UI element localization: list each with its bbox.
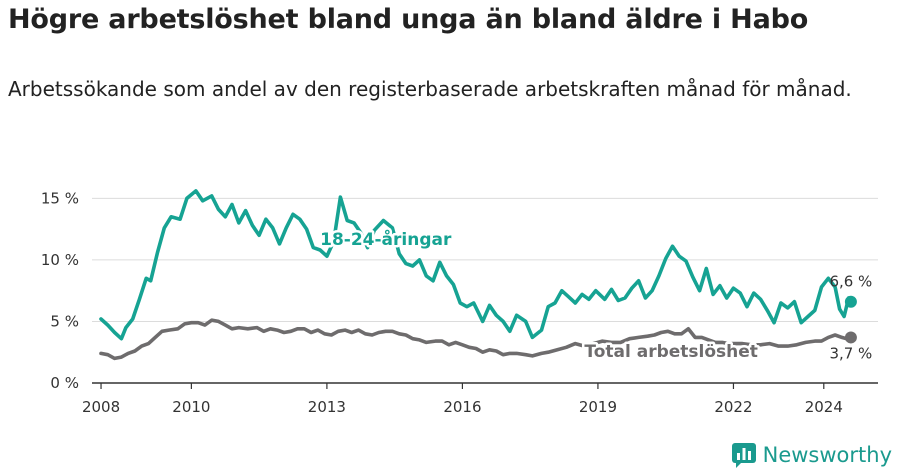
y-tick-label: 5 %	[50, 312, 79, 330]
x-tick-label: 2024	[805, 398, 843, 416]
y-tick-label: 10 %	[41, 251, 79, 269]
x-tick-label: 2010	[172, 398, 210, 416]
page-subtitle: Arbetssökande som andel av den registerb…	[8, 77, 852, 101]
x-tick-label: 2016	[443, 398, 481, 416]
axes: 0 % 5 % 10 % 15 % 2008 2010 2013 2016 2019 2022 20…	[41, 189, 878, 416]
page-title: Högre arbetslöshet bland unga än bland ä…	[8, 4, 809, 35]
series-name-label: Total arbetslöshet	[584, 342, 758, 362]
series-name-label: 18-24-åringar	[320, 228, 452, 250]
y-tick-label: 0 %	[50, 374, 79, 392]
x-tick-label: 2019	[579, 398, 617, 416]
series-end-label: 6,6 %	[829, 273, 872, 291]
x-tick-label: 2022	[714, 398, 752, 416]
newsworthy-logo-icon	[731, 443, 756, 468]
series-lines	[99, 189, 857, 361]
series-end-point	[844, 295, 857, 308]
brand-logo: Newsworthy	[731, 442, 892, 468]
y-tick-label: 15 %	[41, 189, 79, 207]
series-line	[99, 189, 853, 341]
series-labels: 6,6 % 3,7 % 18-24-åringar Total arbetslöshe…	[318, 225, 873, 364]
brand-name: Newsworthy	[762, 443, 892, 467]
x-tick-label: 2013	[308, 398, 346, 416]
series-end-label: 3,7 %	[829, 344, 872, 362]
series-end-point	[844, 331, 857, 344]
series-line	[99, 318, 853, 361]
grid-lines	[92, 197, 878, 322]
x-tick-label: 2008	[82, 398, 120, 416]
